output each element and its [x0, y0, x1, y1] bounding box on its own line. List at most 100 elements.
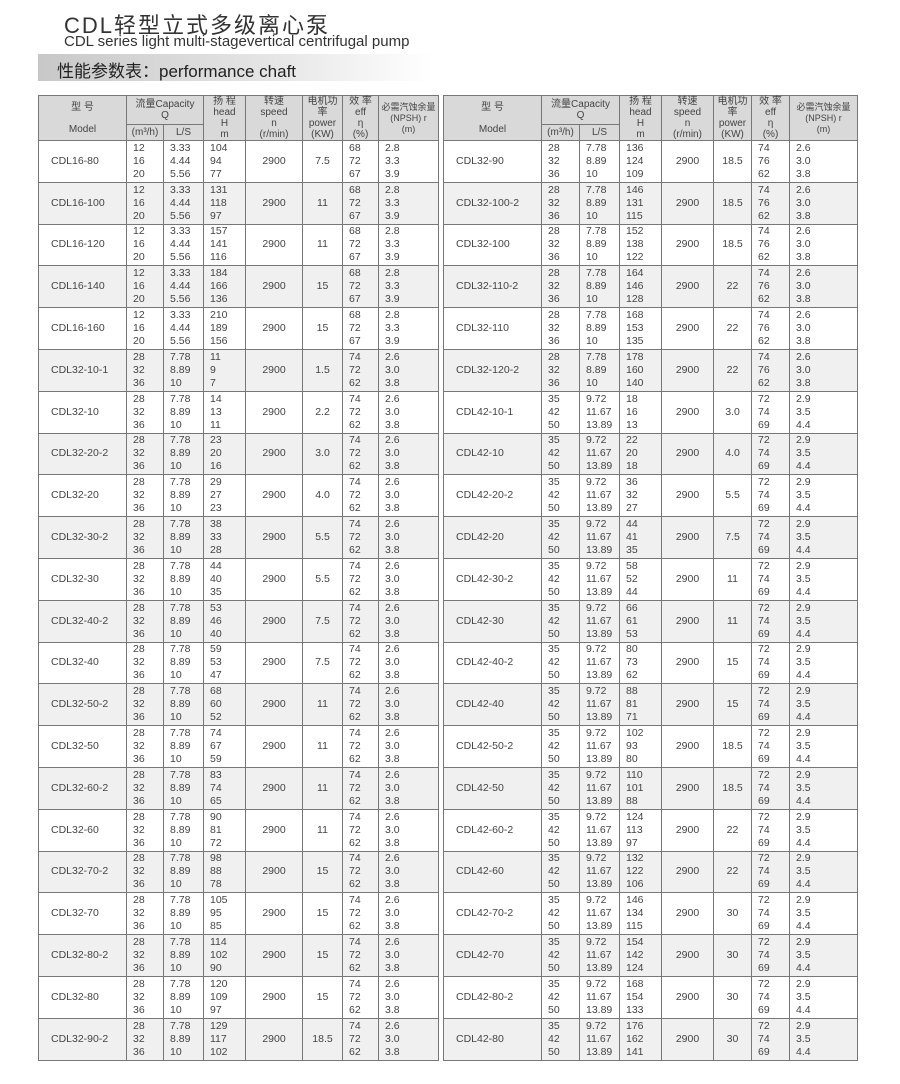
q-value: 36 — [133, 920, 145, 933]
q-value: 35 — [548, 518, 560, 531]
cell-eff: 74 72 62 — [342, 683, 379, 727]
header-eff: 效 率 eff η (%) — [751, 95, 790, 141]
eff-value: 72 — [758, 685, 770, 698]
npsh-value: 3.3 — [385, 322, 400, 335]
npsh-value: 3.5 — [796, 1032, 811, 1045]
head-value: 128 — [626, 293, 644, 306]
ls-value: 11.67 — [586, 865, 612, 878]
header-eff: 效 率 eff η (%) — [342, 95, 379, 141]
cell-head: 178 160 140 — [619, 348, 662, 392]
ls-value: 8.89 — [170, 1032, 191, 1045]
ls-value: 8.89 — [586, 154, 607, 167]
table-row: CDL32-110 28 32 36 7.78 8.89 10 168 153 135 2900… — [443, 307, 858, 350]
header-power: 电机功率 power (KW) — [713, 95, 752, 141]
head-value: 146 — [626, 894, 644, 907]
cell-ls: 3.33 4.44 5.56 — [163, 265, 204, 309]
cell-power: 22 — [713, 808, 752, 852]
ls-value: 7.78 — [170, 601, 191, 614]
head-value: 124 — [626, 962, 644, 975]
npsh-value: 4.4 — [796, 460, 811, 473]
q-value: 36 — [548, 209, 560, 222]
cell-q: 28 32 36 — [541, 223, 580, 267]
eff-value: 69 — [758, 878, 770, 891]
npsh-value: 4.4 — [796, 544, 811, 557]
npsh-value: 2.8 — [385, 183, 400, 196]
cell-speed: 2900 — [661, 766, 714, 810]
cell-model: CDL16-160 — [38, 307, 127, 350]
eff-value: 74 — [349, 1019, 361, 1032]
cell-power: 7.5 — [302, 641, 343, 685]
head-value: 14 — [210, 392, 222, 405]
q-value: 32 — [548, 280, 560, 293]
eff-value: 72 — [758, 518, 770, 531]
ls-value: 10 — [170, 878, 182, 891]
head-value: 115 — [626, 920, 643, 933]
head-value: 141 — [210, 238, 228, 251]
cell-ls: 9.72 11.67 13.89 — [579, 766, 620, 810]
cell-npsh: 2.6 3.0 3.8 — [378, 683, 439, 727]
q-value: 50 — [548, 418, 560, 431]
header-m3h: (m³/h) — [126, 124, 164, 141]
eff-value: 74 — [758, 1032, 770, 1045]
ls-value: 10 — [170, 711, 182, 724]
eff-value: 62 — [349, 1045, 361, 1058]
cell-speed: 2900 — [245, 892, 303, 936]
npsh-value: 2.9 — [796, 768, 811, 781]
cell-q: 28 32 36 — [126, 641, 164, 685]
head-value: 176 — [626, 1019, 644, 1032]
eff-value: 74 — [758, 698, 770, 711]
cell-eff: 74 76 62 — [751, 181, 790, 225]
q-value: 12 — [133, 309, 145, 322]
cell-speed: 2900 — [245, 850, 303, 894]
head-value: 59 — [210, 643, 222, 656]
eff-value: 72 — [758, 392, 770, 405]
cell-speed: 2900 — [245, 474, 303, 518]
cell-head: 152 138 122 — [619, 223, 662, 267]
cell-model: CDL42-40 — [443, 683, 542, 727]
cell-q: 35 42 50 — [541, 390, 580, 434]
ls-value: 10 — [170, 753, 182, 766]
head-value: 178 — [626, 350, 644, 363]
cell-speed: 2900 — [661, 683, 714, 727]
head-value: 113 — [626, 823, 643, 836]
head-value: 40 — [210, 627, 222, 640]
npsh-value: 3.8 — [796, 293, 811, 306]
q-value: 35 — [548, 768, 560, 781]
table-row: CDL42-70 35 42 50 9.72 11.67 13.89 154 142 124 2… — [443, 934, 858, 977]
q-value: 35 — [548, 810, 560, 823]
npsh-value: 2.9 — [796, 518, 811, 531]
eff-value: 76 — [758, 322, 770, 335]
cell-model: CDL16-120 — [38, 223, 127, 267]
cell-power: 30 — [713, 934, 752, 977]
table-row: CDL16-160 12 16 20 3.33 4.44 5.56 210 189 156 29… — [38, 307, 439, 350]
cell-npsh: 2.6 3.0 3.8 — [789, 265, 858, 309]
eff-value: 72 — [758, 936, 770, 949]
ls-value: 8.89 — [170, 698, 191, 711]
q-value: 28 — [548, 350, 560, 363]
cell-q: 35 42 50 — [541, 975, 580, 1019]
cell-npsh: 2.8 3.3 3.9 — [378, 181, 439, 225]
cell-q: 28 32 36 — [126, 975, 164, 1019]
q-value: 28 — [133, 476, 145, 489]
eff-value: 74 — [758, 350, 770, 363]
npsh-value: 3.9 — [385, 251, 400, 264]
cell-model: CDL42-30 — [443, 599, 542, 643]
q-value: 42 — [548, 740, 560, 753]
eff-value: 74 — [349, 894, 361, 907]
npsh-value: 3.5 — [796, 698, 811, 711]
q-value: 20 — [133, 209, 145, 222]
eff-value: 74 — [758, 183, 770, 196]
npsh-value: 4.4 — [796, 794, 811, 807]
q-value: 42 — [548, 614, 560, 627]
cell-head: 44 40 35 — [203, 557, 246, 601]
table-row: CDL16-140 12 16 20 3.33 4.44 5.56 184 166 136 29… — [38, 265, 439, 309]
cell-speed: 2900 — [245, 683, 303, 727]
ls-value: 9.72 — [586, 852, 607, 865]
npsh-value: 4.4 — [796, 627, 811, 640]
eff-value: 72 — [349, 781, 361, 794]
head-value: 61 — [626, 614, 638, 627]
q-value: 36 — [548, 376, 560, 389]
npsh-value: 3.0 — [796, 363, 811, 376]
q-value: 42 — [548, 781, 560, 794]
cell-head: 22 20 18 — [619, 432, 662, 476]
